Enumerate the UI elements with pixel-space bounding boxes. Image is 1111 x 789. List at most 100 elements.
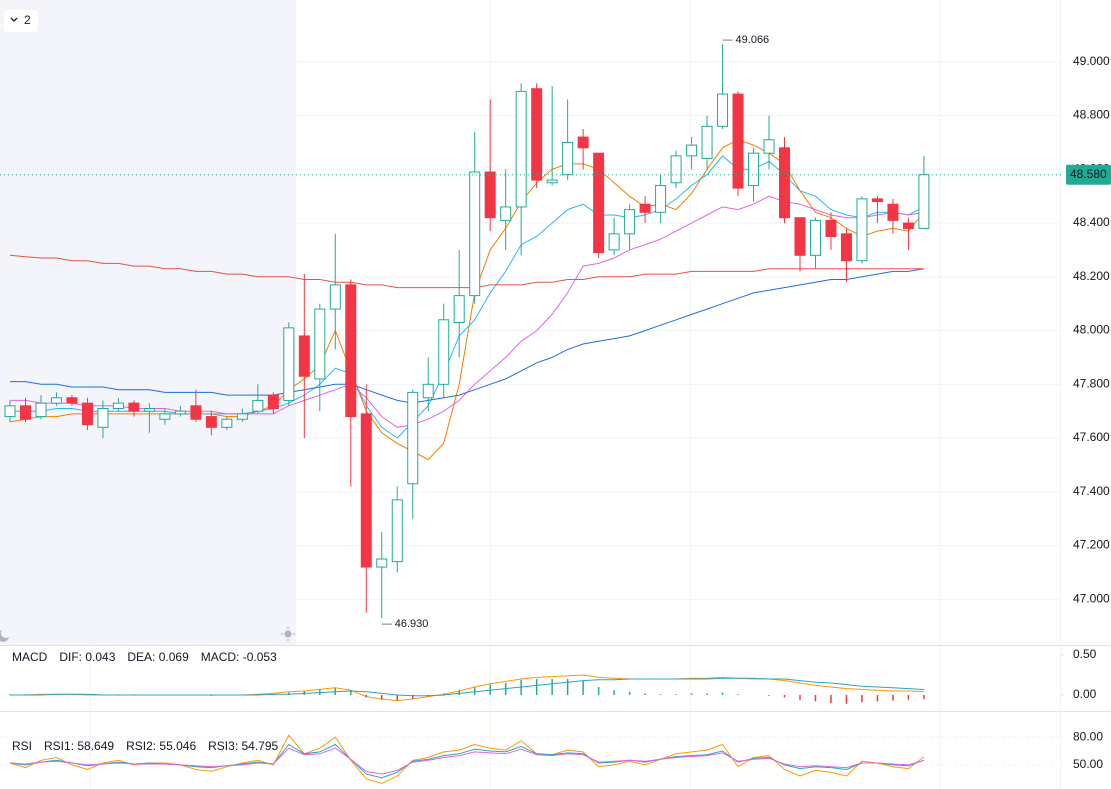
candle-body [608,233,620,251]
candle-body [81,402,93,426]
candle-body [515,90,527,208]
rsi-line [9,747,925,775]
candle-body [298,335,310,377]
candle-body [484,171,496,219]
y-tick-label: 0.00 [1073,687,1097,701]
candle-body [624,209,636,235]
y-tick-label: 80.00 [1073,729,1103,743]
candle-body [236,413,248,420]
candle-body [670,155,682,184]
candle-body [825,219,837,237]
badge-count[interactable]: 2 [24,13,31,27]
candle-body [794,217,806,256]
candle-body [376,558,388,568]
y-tick-label: 47.200 [1073,538,1110,552]
candle-body [35,402,47,418]
legend-entry: RSI2: 55.046 [126,739,196,753]
candle-body [252,399,264,412]
y-tick-label: 47.400 [1073,484,1110,498]
y-tick-label: 48.000 [1073,323,1110,337]
badge-box[interactable] [4,10,38,32]
candle-body [748,152,760,186]
candle-body [809,219,821,256]
legend-entry: RSI3: 54.795 [208,739,278,753]
candle-body [143,408,155,412]
candle-body [701,125,713,160]
candle-body [128,402,140,412]
candle-body [159,413,171,420]
last-price-label: 48.580 [1070,167,1107,181]
legend-entry: MACD: -0.053 [201,650,277,664]
y-tick-label: 48.800 [1073,108,1110,122]
y-tick-label: 50.00 [1073,757,1103,771]
extreme-label: 46.930 [395,618,429,630]
candle-body [856,198,868,262]
candle-body [174,410,186,415]
candle-body [391,499,403,563]
y-tick-label: 48.400 [1073,215,1110,229]
y-tick-label: 48.200 [1073,269,1110,283]
candle-body [4,405,16,418]
candle-body [577,136,589,149]
extreme-label: 49.066 [736,34,770,46]
candle-body [779,147,790,219]
candle-body [19,405,31,420]
candle-body [717,93,729,127]
candle-body [267,394,279,409]
day-icon [281,627,295,641]
candle-body [639,203,651,213]
candle-body [97,408,109,428]
candle-body [871,198,883,203]
candle-body [438,319,450,385]
y-tick-label: 47.000 [1073,591,1110,605]
legend-entry: DEA: 0.069 [127,650,189,664]
candle-body [407,391,419,485]
collapse-badge[interactable]: 2 [4,10,38,32]
candle-body [531,88,543,181]
candle-body [655,184,667,213]
candle-body [593,152,605,254]
candle-body [314,308,326,380]
candle-body [562,141,574,176]
pane-label: RSI [12,739,32,753]
legend-entry: RSI1: 58.649 [44,739,114,753]
candle-body [422,383,434,399]
candle-body [546,179,558,184]
candle-body [205,416,217,428]
candle-body [453,295,465,323]
y-tick-label: 47.600 [1073,430,1110,444]
moving-average-line [9,254,924,289]
legend-entry: DIF: 0.043 [59,650,115,664]
pane-label: MACD [12,650,48,664]
candle-body [345,284,357,418]
candle-body [112,402,124,409]
candle-body [360,413,372,568]
candle-body [918,174,930,229]
candle-body [686,144,698,157]
candle-body [329,284,341,310]
candle-body [887,203,899,221]
candle-body [50,397,62,404]
last-price-box [1066,164,1111,185]
night-icon [0,630,9,642]
session-shade [0,0,296,645]
rsi-line [9,734,925,784]
candle-body [732,93,744,189]
y-tick-label: 49.000 [1073,54,1110,68]
candle-body [902,222,914,229]
moving-average-line [10,268,924,404]
candle-body [66,397,78,404]
candle-body [840,233,852,262]
candle-body [469,171,481,297]
candle-body [500,206,512,221]
candle-body [190,405,202,420]
candle-body [763,139,775,154]
chevron[interactable] [10,17,18,22]
candle-body [221,418,233,428]
candle-body [283,327,295,401]
macd-line [10,677,924,697]
y-tick-label: 0.50 [1073,647,1097,661]
y-tick-label: 47.800 [1073,376,1110,390]
moving-average-line [10,155,925,439]
